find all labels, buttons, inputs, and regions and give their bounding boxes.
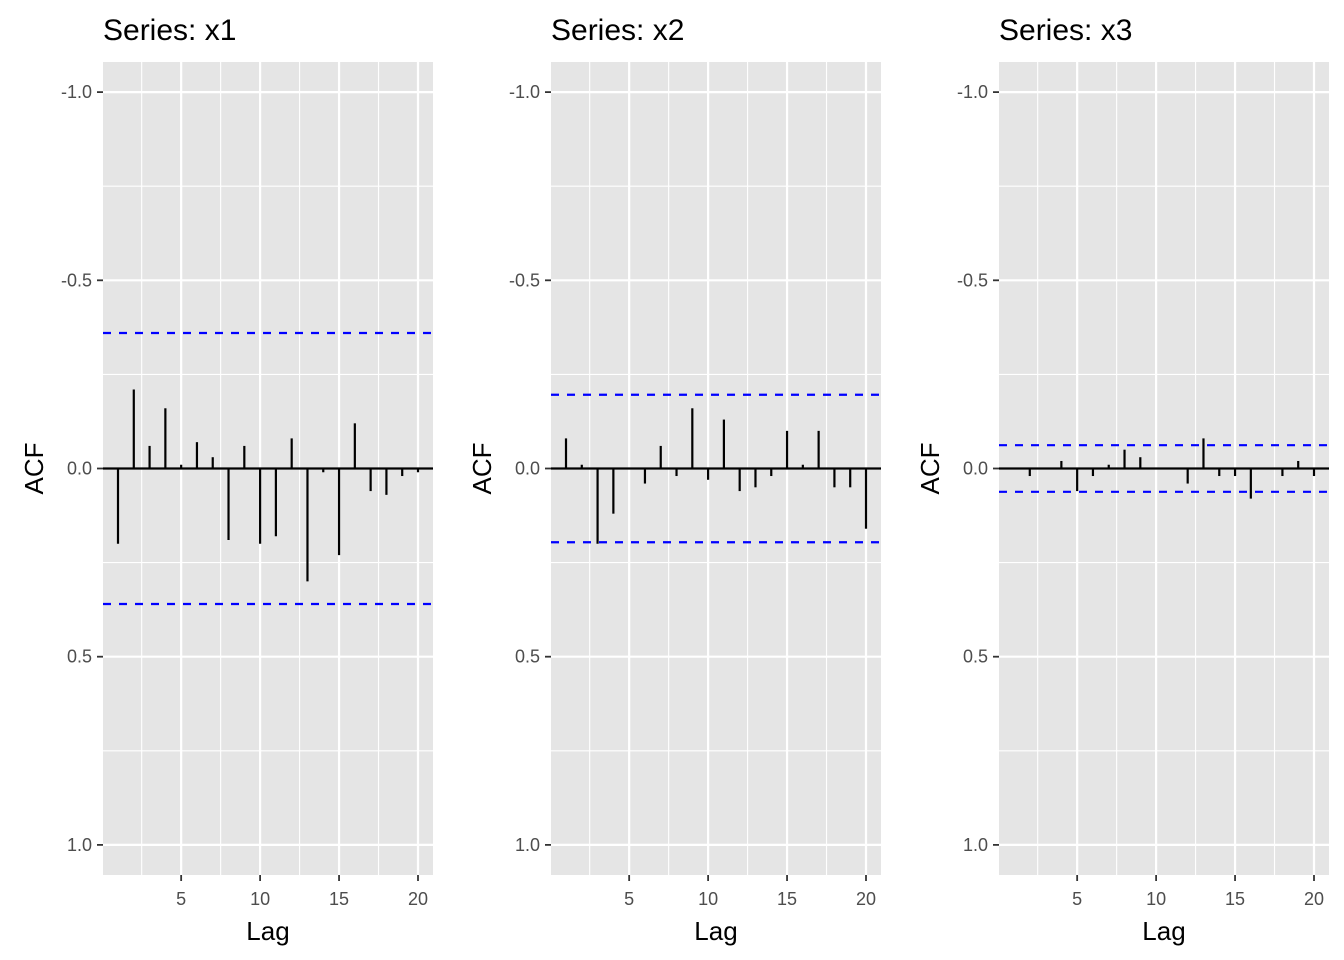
y-tick-label: -0.5: [61, 270, 92, 290]
x-axis-title: Lag: [246, 916, 289, 946]
panel-title: Series: x2: [551, 14, 684, 47]
panel-title: Series: x1: [103, 14, 236, 47]
x-axis-title: Lag: [694, 916, 737, 946]
y-tick-label: 0.0: [963, 459, 988, 479]
acf-panel-2: -1.0 -0.5 0.0 0.5 1.0 5 10 15 20 Series: x2 Lag ACF: [467, 14, 881, 946]
y-axis-title: ACF: [915, 443, 945, 495]
y-tick-label: 1.0: [963, 835, 988, 855]
y-tick-label: -1.0: [61, 82, 92, 102]
acf-panel-3: -1.0 -0.5 0.0 0.5 1.0 5 10 15 20 Series: x3 Lag ACF: [915, 14, 1329, 946]
y-tick-label: -0.5: [509, 270, 540, 290]
y-tick-label: 1.0: [67, 835, 92, 855]
x-tick-label: 5: [1072, 889, 1082, 909]
x-tick-label: 20: [408, 889, 428, 909]
x-tick-label: 20: [856, 889, 876, 909]
y-tick-label: -1.0: [509, 82, 540, 102]
y-tick-label: 1.0: [515, 835, 540, 855]
x-tick-label: 5: [624, 889, 634, 909]
y-tick-label: -0.5: [957, 270, 988, 290]
acf-panel-1: -1.0 -0.5 0.0 0.5 1.0 5 10 15 20 Series: x1 Lag ACF: [19, 14, 433, 946]
y-tick-label: 0.5: [67, 647, 92, 667]
y-axis-title: ACF: [467, 443, 497, 495]
y-tick-label: 0.0: [515, 459, 540, 479]
x-axis-title: Lag: [1142, 916, 1185, 946]
x-tick-label: 10: [1146, 889, 1166, 909]
y-tick-label: -1.0: [957, 82, 988, 102]
y-axis-title: ACF: [19, 443, 49, 495]
y-tick-label: 0.5: [515, 647, 540, 667]
x-tick-label: 15: [1225, 889, 1245, 909]
x-tick-label: 15: [329, 889, 349, 909]
x-tick-label: 10: [698, 889, 718, 909]
y-tick-label: 0.0: [67, 459, 92, 479]
x-tick-label: 15: [777, 889, 797, 909]
x-tick-label: 5: [176, 889, 186, 909]
x-tick-label: 10: [250, 889, 270, 909]
x-tick-label: 20: [1304, 889, 1324, 909]
y-tick-label: 0.5: [963, 647, 988, 667]
panel-title: Series: x3: [999, 14, 1132, 47]
